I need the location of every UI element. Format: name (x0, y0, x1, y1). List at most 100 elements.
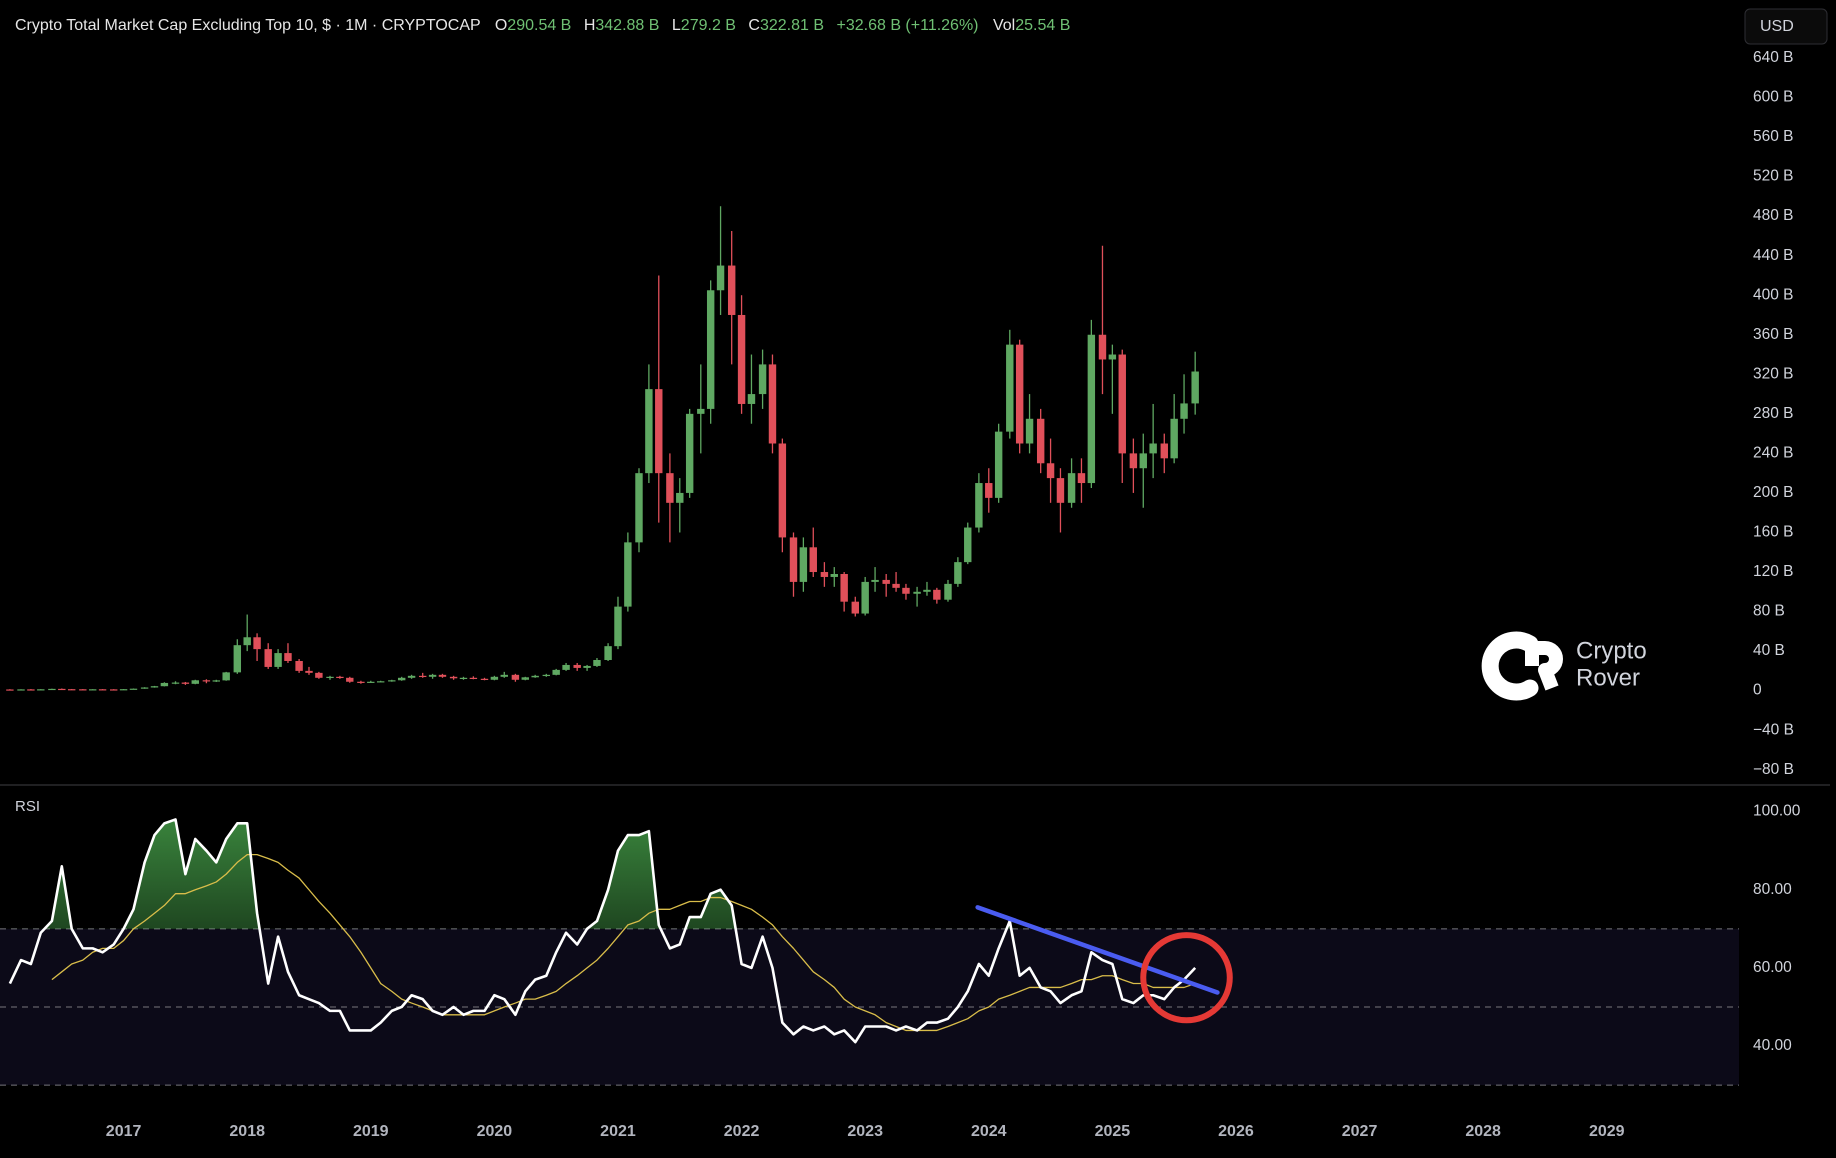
candle-body (428, 674, 437, 677)
currency-box[interactable] (1744, 8, 1828, 45)
trendline (975, 905, 1220, 995)
y-tick-label: 40 B (1753, 642, 1785, 659)
y-tick-label: −40 B (1753, 721, 1794, 738)
volume-key: Vol (993, 17, 1015, 34)
candle-body (88, 689, 97, 691)
ohlc-key: C (748, 17, 760, 34)
y-tick-label: 80 B (1753, 603, 1785, 620)
candle-body (706, 290, 715, 409)
y-tick-label: 240 B (1753, 444, 1794, 461)
x-tick-label: 2019 (353, 1123, 389, 1140)
ohlc-value: 290.54 B (507, 17, 571, 34)
candle-body (326, 676, 334, 679)
logo-r (1525, 641, 1563, 691)
y-tick-label: 520 B (1753, 168, 1794, 185)
x-tick-label: 2029 (1589, 1123, 1625, 1140)
candle-body (1015, 344, 1024, 444)
chart-title: Crypto Total Market Cap Excluding Top 10… (15, 17, 480, 34)
candle-body (346, 677, 354, 682)
y-tick-label: 100.00 (1753, 803, 1801, 820)
logo-text: Crypto (1576, 637, 1647, 664)
candle-body (315, 672, 323, 678)
x-tick-label: 2024 (971, 1123, 1007, 1140)
candle-body (799, 547, 808, 582)
candle-body (459, 677, 468, 680)
x-tick-label: 2023 (847, 1123, 883, 1140)
x-tick-label: 2022 (724, 1123, 760, 1140)
candle-body (438, 674, 447, 677)
candle-body (274, 653, 282, 667)
logo-c (1481, 631, 1539, 701)
candle-body (17, 689, 25, 691)
candle-body (27, 689, 35, 691)
candle-body (418, 675, 427, 678)
candle-body (542, 674, 551, 677)
y-tick-label: 0 (1753, 682, 1762, 699)
candle-body (573, 664, 581, 668)
change: +32.68 B (+11.26%) (836, 17, 978, 34)
candle-body (1098, 334, 1107, 360)
candle-body (820, 572, 829, 577)
candle-body (171, 682, 180, 684)
ohlc-value: 279.2 B (681, 17, 736, 34)
candle-body (181, 682, 190, 684)
chart-header: Crypto Total Market Cap Excluding Top 10… (15, 17, 1070, 34)
candle-body (923, 589, 931, 592)
candle-body (1056, 478, 1065, 503)
candle-body (1046, 463, 1055, 479)
candle-body (1139, 453, 1147, 469)
candle-body (357, 681, 365, 683)
candle-body (490, 676, 499, 680)
candle-body (758, 364, 767, 395)
rsi-ma-line (51, 853, 1196, 1032)
x-tick-label: 2025 (1095, 1123, 1131, 1140)
x-tick-label: 2021 (600, 1123, 636, 1140)
candle-body (871, 579, 879, 582)
candle-body (1149, 443, 1157, 454)
candle-body (6, 689, 14, 691)
x-tick-label: 2020 (477, 1123, 513, 1140)
candle-body (737, 314, 746, 404)
y-tick-label: 80.00 (1753, 881, 1792, 898)
logo: Crypto Rover (1481, 631, 1647, 701)
ohlc-value: 342.88 B (595, 17, 659, 34)
highlight-circle (1140, 932, 1233, 1024)
ohlc-key: H (584, 17, 596, 34)
x-tick-label: 2028 (1465, 1123, 1501, 1140)
y-tick-label: 320 B (1753, 365, 1794, 382)
y-tick-label: 560 B (1753, 128, 1794, 145)
candle-body (264, 649, 272, 667)
candle-body (975, 483, 983, 528)
candle-body (67, 689, 76, 691)
logo-text: Rover (1576, 664, 1640, 691)
x-tick-label: 2027 (1342, 1123, 1378, 1140)
candle-body (469, 677, 478, 680)
candle-body (191, 680, 199, 684)
candle-body (1067, 473, 1076, 503)
candle-body (562, 664, 570, 670)
candle-body (583, 665, 591, 668)
candle-body (531, 675, 539, 678)
candle-body (397, 677, 406, 681)
candle-body (233, 645, 242, 673)
candle-body (150, 686, 159, 688)
currency-button[interactable]: USD (1744, 8, 1828, 45)
candle-body (1006, 344, 1014, 432)
candle-body (676, 492, 684, 503)
currency-label[interactable]: USD (1760, 18, 1794, 35)
candle-body (1108, 354, 1117, 360)
candle-body (809, 547, 817, 573)
candle-body (407, 675, 416, 678)
candle-body (614, 606, 622, 647)
candle-body (305, 670, 313, 673)
candle-body (58, 688, 66, 691)
candle-body (552, 669, 560, 675)
candle-body (119, 689, 128, 691)
y-tick-label: 640 B (1753, 49, 1794, 66)
candle-body (449, 676, 458, 679)
candle-body (902, 587, 910, 594)
candle-body (892, 583, 900, 588)
candle-body (913, 591, 921, 594)
ohlc-key: O (495, 17, 507, 34)
